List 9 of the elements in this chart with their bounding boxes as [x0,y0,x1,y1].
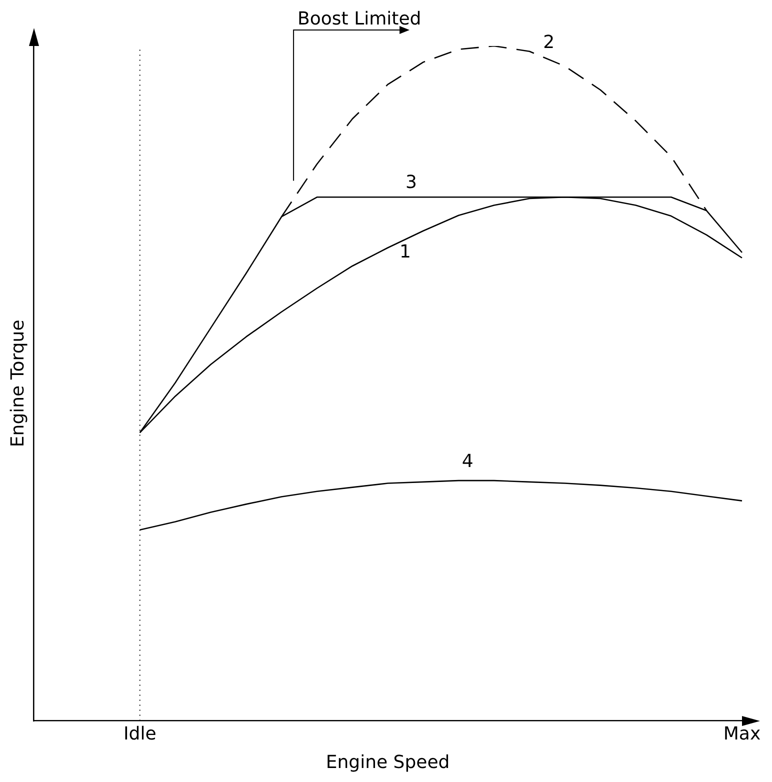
series-label: 3 [405,172,417,193]
series-label: 1 [399,242,411,263]
series-label: 2 [543,32,555,53]
x-tick-label: Idle [123,723,156,744]
series-label: 4 [462,451,474,472]
x-axis-title: Engine Speed [326,752,450,773]
x-tick-label: Max [723,723,761,744]
y-axis-title: Engine Torque [7,320,28,448]
text: Boost Limited [298,8,422,30]
